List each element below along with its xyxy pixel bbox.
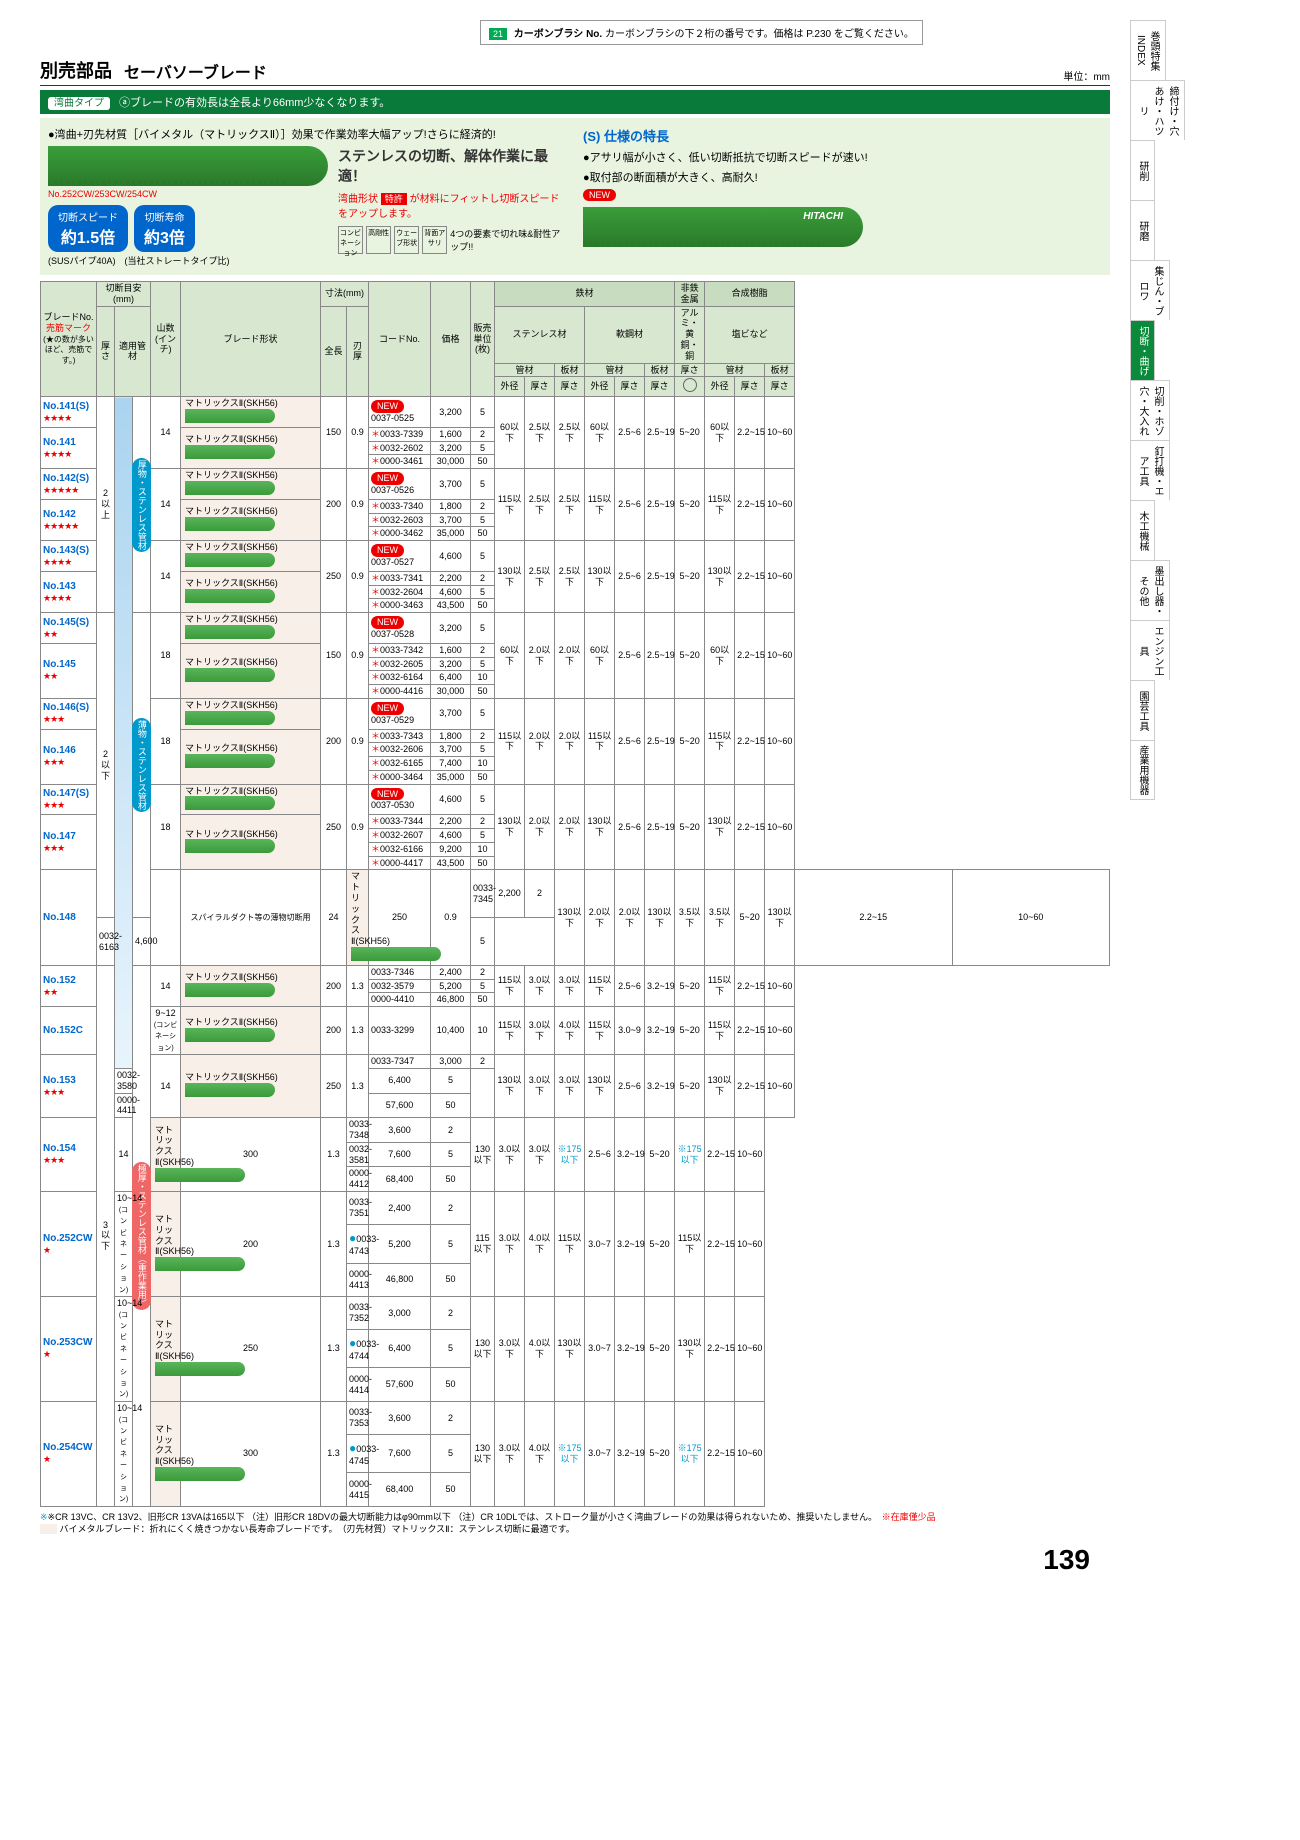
top-note-text: カーボンブラシの下２桁の番号です。価格は P.230 をご覧ください。 <box>605 29 914 40</box>
s-bullet-1: ●アサリ幅が小さく、低い切断抵抗で切断スピードが速い! <box>583 149 1102 165</box>
model-label: No.252CW/253CW/254CW <box>48 189 328 199</box>
side-tab[interactable]: 締付け・穴あけ・ハツリ <box>1130 80 1185 140</box>
footnote: ※※CR 13VC、CR 13V2、旧形CR 13VAは165以下 （注）旧形C… <box>40 1511 1110 1536</box>
spec-table: ブレードNo.売筋マーク(★の数が多いほど、売筋です。) 切断目安(mm) 山数… <box>40 281 1110 1507</box>
s-bullet-2: ●取付部の断面積が大きく、高耐久! <box>583 169 1102 185</box>
cat-thick: 厚物・ステンレス管材 <box>132 458 151 552</box>
blade-image-s: HITACHI <box>583 207 863 247</box>
hero-bullet-1: ●湾曲+刃先材質［バイメタル（マトリックスⅡ）］効果で作業効率大幅アップ!さらに… <box>48 126 567 142</box>
side-tab[interactable]: 切削・ホゾ穴・大入れ <box>1130 380 1170 440</box>
header-parts: 別売部品 <box>40 57 112 83</box>
section-header: 別売部品 セーバソーブレード 単位：mm <box>40 57 1110 86</box>
green-bar-text: ⓐブレードの有効長は全長より66mm少なくなります。 <box>119 97 390 109</box>
side-tab[interactable]: 墨出し器・その他 <box>1130 560 1170 620</box>
blade-image <box>48 146 328 186</box>
side-tab[interactable]: 巻頭特集 INDEX <box>1130 20 1166 80</box>
side-tab[interactable]: 集じん・ブロワ <box>1130 260 1170 320</box>
badge: 21 <box>489 28 507 40</box>
side-tabs: 巻頭特集 INDEX締付け・穴あけ・ハツリ研削研磨集じん・ブロワ切断・曲げ切削・… <box>1130 20 1300 800</box>
feature-icons: コンビネーション 高剛性 ウェーブ形状 背面アサリ 4つの要素で切れ味&耐性アッ… <box>338 226 567 254</box>
side-tab[interactable]: 切断・曲げ <box>1130 320 1155 380</box>
icon-combi: コンビネーション <box>338 226 363 254</box>
side-tab[interactable]: 研削 <box>1130 140 1155 200</box>
s-spec-title: (S) 仕様の特長 <box>583 126 1102 145</box>
side-tab[interactable]: 木工機械 <box>1130 500 1155 560</box>
top-note: 21 カーボンブラシ No. カーボンブラシの下２桁の番号です。価格は P.23… <box>480 20 923 45</box>
curve-tag: 湾曲タイプ <box>48 97 110 110</box>
stainless-note: ステンレスの切断、解体作業に最適！ <box>338 146 567 186</box>
header-title: セーバソーブレード <box>124 59 267 83</box>
header-unit: 単位：mm <box>1063 68 1110 83</box>
side-tab[interactable]: 研磨 <box>1130 200 1155 260</box>
top-note-label: カーボンブラシ No. <box>514 29 602 40</box>
side-tab[interactable]: 釘打機・エア工具 <box>1130 440 1170 500</box>
side-tab[interactable]: 産業用機器 <box>1130 740 1155 800</box>
icon-back: 背面アサリ <box>422 226 447 254</box>
speed-badge: 切断スピード約1.5倍 <box>48 205 128 252</box>
side-tab[interactable]: 園芸工具 <box>1130 680 1155 740</box>
side-tab[interactable]: エンジン工具 <box>1130 620 1170 680</box>
green-bar: 湾曲タイプ ⓐブレードの有効長は全長より66mm少なくなります。 <box>40 90 1110 114</box>
hero-panel: ●湾曲+刃先材質［バイメタル（マトリックスⅡ）］効果で作業効率大幅アップ!さらに… <box>40 118 1110 275</box>
patent-badge: 特許 <box>381 193 407 205</box>
life-badge: 切断寿命約3倍 <box>134 205 195 252</box>
icon-rigid: 高剛性 <box>366 226 391 254</box>
new-badge: NEW <box>583 189 616 201</box>
page-number: 139 <box>40 1544 1090 1576</box>
icon-wave: ウェーブ形状 <box>394 226 419 254</box>
